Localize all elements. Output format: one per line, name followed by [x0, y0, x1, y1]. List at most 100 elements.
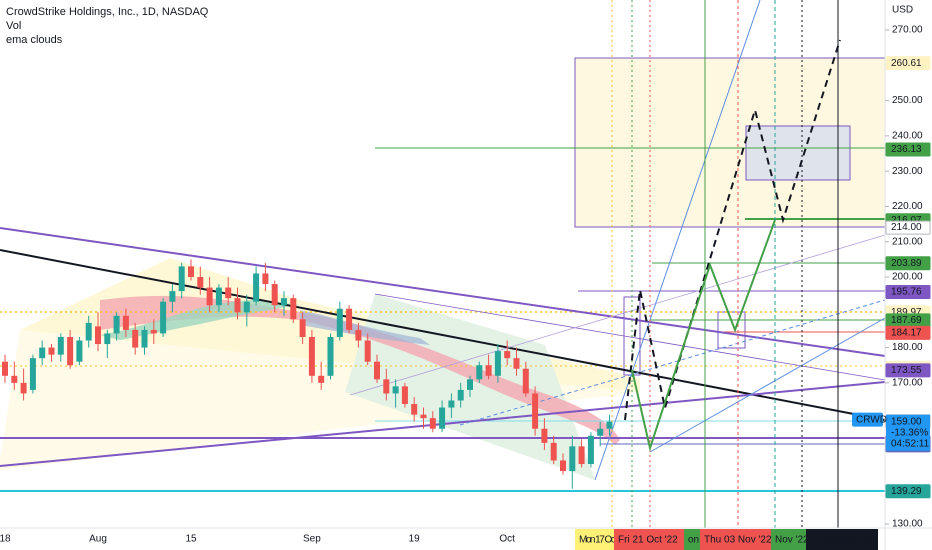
- price-tag-label: 187.69: [891, 315, 922, 326]
- candle-body: [76, 340, 83, 362]
- trendline: [0, 227, 886, 357]
- price-tag: [885, 325, 931, 340]
- range-box: [745, 125, 851, 181]
- time-tag: [806, 529, 878, 550]
- candle-body: [11, 375, 18, 383]
- candle-body: [532, 393, 539, 429]
- time-tag-label: Thu 03 Nov '22: [704, 535, 772, 546]
- candle-body: [336, 308, 343, 337]
- price-tick-label: 240.00: [892, 130, 923, 141]
- price-tag-label: 236.13: [891, 144, 922, 155]
- candle-body: [401, 386, 408, 405]
- time-label: Aug: [89, 534, 107, 545]
- time-label: 18: [0, 534, 11, 545]
- time-tag: [684, 529, 702, 550]
- price-tag: [885, 56, 931, 71]
- time-tag-label: Fri 18 Nov '22: [810, 535, 872, 546]
- candle-body: [467, 379, 473, 390]
- candle-body: [504, 351, 511, 359]
- projection-path: [624, 39, 841, 421]
- candle-body: [522, 368, 529, 394]
- candle-body: [39, 347, 46, 359]
- price-tag: [885, 256, 931, 271]
- last-change: -13.36%: [891, 427, 928, 438]
- candle-body: [606, 421, 613, 429]
- candle-body: [420, 414, 427, 419]
- price-tag-label: 189.97: [891, 307, 922, 318]
- candle-body: [569, 446, 576, 472]
- candle-body: [243, 301, 250, 313]
- candle-body: [299, 319, 306, 337]
- indicator-label: Vol: [6, 20, 21, 32]
- candle-body: [281, 298, 287, 306]
- symbol-label: CRWD: [856, 414, 887, 425]
- candle-body: [560, 460, 566, 472]
- candle-body: [20, 382, 27, 394]
- candle-body: [262, 273, 269, 285]
- candle-body: [476, 365, 483, 380]
- candle-body: [197, 277, 204, 288]
- time-tag-label: Fri 21 Oct '22: [618, 535, 678, 546]
- ema-cloud: [100, 300, 300, 340]
- candle-body: [318, 375, 325, 383]
- time-tag: [700, 529, 773, 550]
- price-tick-label: 200.00: [892, 272, 923, 283]
- candle-body: [104, 333, 111, 345]
- candle-body: [132, 329, 139, 348]
- price-tag-label: 139.29: [891, 486, 922, 497]
- candle-body: [113, 315, 120, 334]
- candle-body: [308, 336, 315, 376]
- candle-body: [29, 358, 36, 390]
- candle-body: [141, 329, 148, 348]
- candle-body: [494, 351, 501, 376]
- time-tag-label: on: [688, 535, 699, 546]
- price-tag-label: 195.76: [891, 287, 922, 298]
- price-tick-label: 270.00: [892, 25, 923, 36]
- time-label: Sep: [303, 534, 321, 545]
- ema-cloud: [100, 295, 620, 445]
- time-tag-label: Nov '22: [775, 535, 809, 546]
- candle-body: [383, 379, 390, 394]
- trendline: [349, 234, 886, 396]
- candle-body: [160, 301, 167, 334]
- candle-body: [169, 291, 176, 302]
- candles: [2, 259, 613, 489]
- price-tick-label: 230.00: [892, 166, 923, 177]
- candle-body: [392, 386, 399, 394]
- candle-body: [67, 336, 74, 366]
- price-tag-label: 214.00: [891, 222, 922, 233]
- candle-body: [48, 347, 55, 355]
- candle-body: [587, 435, 594, 465]
- projection-path: [631, 219, 776, 452]
- price-tag: [885, 220, 931, 235]
- indicator-label: ema clouds: [6, 34, 63, 46]
- price-tick-label: 220.00: [892, 201, 923, 212]
- time-label: Oct: [499, 534, 515, 545]
- price-tag-label: 260.61: [891, 58, 922, 69]
- candle-body: [429, 418, 436, 429]
- candle-body: [85, 322, 92, 341]
- last-price-tag: [886, 414, 930, 451]
- price-tag-label: 216.07: [891, 215, 922, 226]
- time-tag: [575, 529, 620, 550]
- time-tag: [771, 529, 806, 550]
- yellow-zone: [0, 330, 640, 470]
- price-tag: [885, 484, 931, 499]
- candle-body: [225, 287, 232, 299]
- candle-body: [448, 400, 455, 408]
- price-axis: 270.00 250.00 240.00 230.00 220.00 210.00 200.…: [885, 25, 923, 530]
- trendline: [459, 299, 886, 426]
- candle-body: [355, 329, 362, 341]
- price-tag-label: 184.17: [891, 327, 922, 338]
- ema-cloud: [300, 310, 430, 345]
- candle-body: [457, 389, 464, 401]
- candle-body: [374, 361, 380, 380]
- countdown: 04:52:11: [891, 438, 930, 449]
- price-tag-label: 173.55: [891, 365, 922, 376]
- price-tick-label: 180.00: [892, 342, 923, 353]
- candle-body: [411, 404, 418, 415]
- candle-body: [439, 407, 446, 429]
- candle-body: [122, 315, 129, 330]
- symbol-tag: [852, 412, 883, 427]
- drawings: [0, 0, 886, 528]
